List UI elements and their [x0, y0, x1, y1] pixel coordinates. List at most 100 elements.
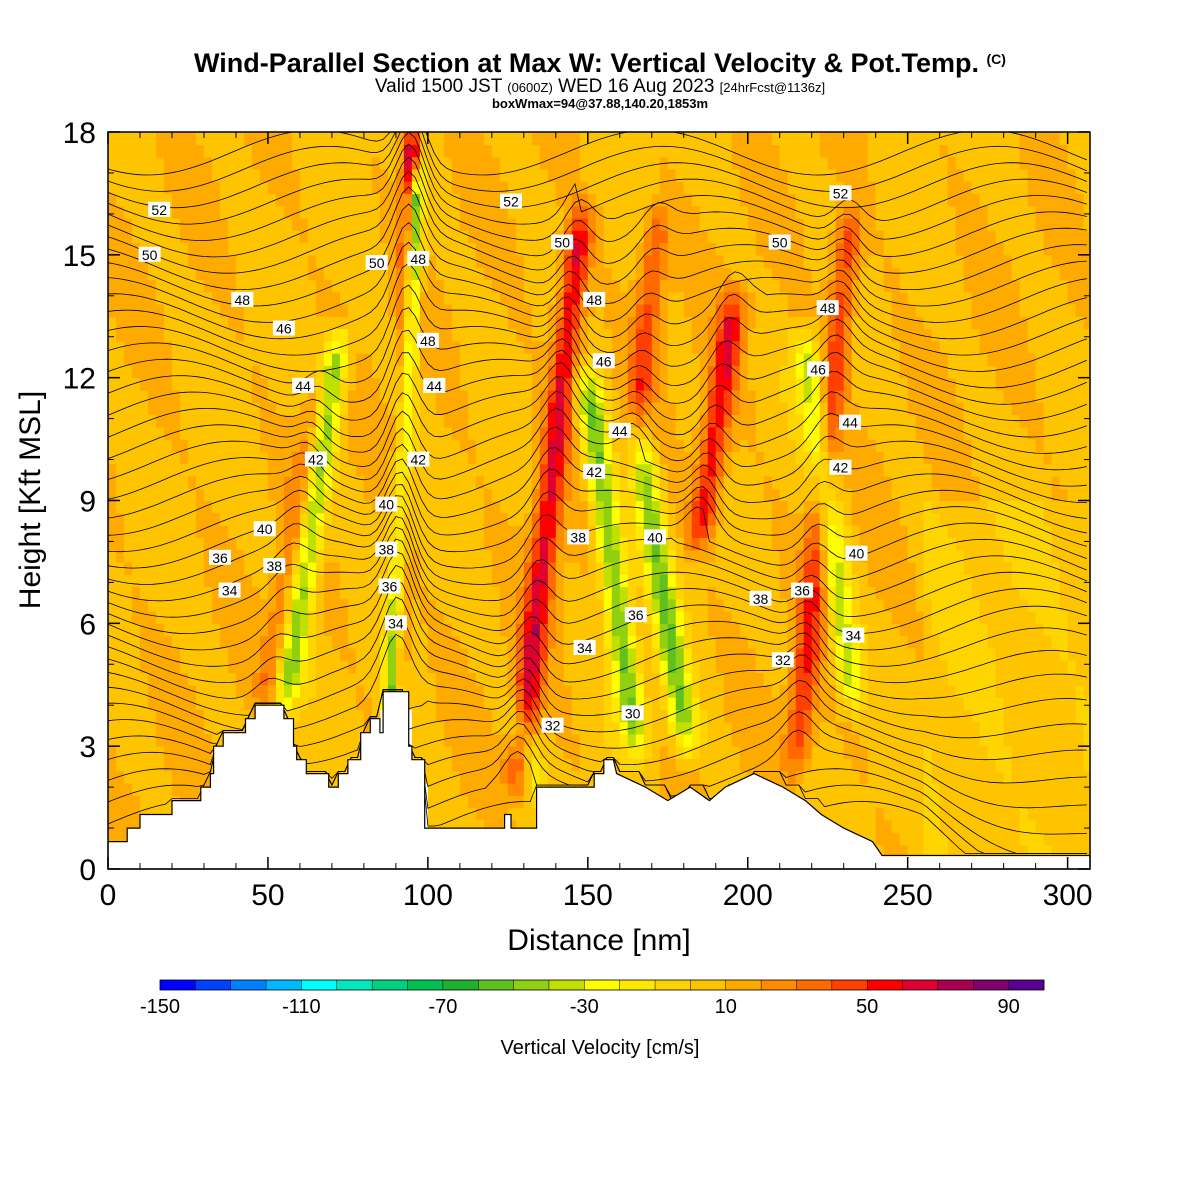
velocity-cell-3197	[571, 402, 581, 416]
velocity-cell-2089	[419, 488, 429, 502]
velocity-cell-4885	[819, 586, 829, 600]
velocity-cell-4924	[827, 807, 837, 821]
velocity-cell-2203	[435, 537, 445, 551]
velocity-cell-278	[139, 328, 149, 342]
velocity-cell-4315	[731, 144, 741, 158]
velocity-cell-1332	[299, 303, 309, 317]
velocity-cell-1656	[347, 303, 357, 317]
velocity-cell-430	[163, 561, 173, 575]
velocity-cell-176	[123, 156, 133, 170]
velocity-cell-3058	[555, 758, 565, 772]
velocity-cell-4154	[715, 770, 725, 784]
velocity-cell-384	[155, 426, 165, 440]
velocity-cell-1500	[323, 230, 333, 244]
velocity-cell-565	[179, 279, 189, 293]
velocity-cell-1507	[323, 144, 333, 158]
velocity-cell-2794	[515, 525, 525, 538]
velocity-cell-3744	[651, 340, 661, 354]
velocity-cell-567	[179, 254, 189, 268]
velocity-cell-3983	[683, 144, 693, 158]
velocity-cell-4129	[707, 389, 717, 403]
velocity-cell-1300	[299, 697, 309, 710]
velocity-cell-599	[187, 549, 197, 563]
velocity-cell-4592	[779, 758, 789, 772]
velocity-cell-2165	[427, 279, 437, 293]
velocity-cell-3372	[595, 267, 605, 280]
velocity-cell-2630	[491, 365, 501, 379]
velocity-cell-4549	[771, 611, 781, 624]
velocity-cell-2809	[515, 340, 525, 354]
velocity-cell-2517	[475, 303, 485, 317]
velocity-cell-142	[123, 574, 133, 588]
velocity-cell-183	[131, 795, 141, 809]
velocity-cell-4124	[707, 451, 717, 465]
velocity-cell-1227	[283, 303, 293, 317]
velocity-cell-1859	[379, 279, 389, 293]
velocity-cell-2009	[403, 168, 413, 182]
velocity-cell-1693	[355, 500, 365, 514]
velocity-cell-4256	[723, 193, 733, 207]
velocity-cell-2545	[483, 684, 493, 698]
velocity-cell-1636	[347, 549, 357, 563]
velocity-cell-1631	[347, 611, 357, 624]
velocity-cell-135	[123, 660, 133, 674]
velocity-cell-108	[116, 267, 125, 280]
velocity-cell-1996	[403, 328, 413, 342]
velocity-cell-367	[155, 635, 165, 649]
velocity-cell-321	[147, 500, 157, 514]
velocity-cell-303	[147, 721, 157, 735]
velocity-cell-1333	[299, 291, 309, 305]
velocity-cell-113	[116, 205, 125, 219]
velocity-cell-1189	[275, 156, 285, 170]
velocity-cell-1477	[323, 512, 333, 526]
velocity-cell-1335	[299, 267, 309, 280]
velocity-cell-2979	[539, 377, 549, 391]
velocity-cell-1627	[347, 660, 357, 674]
velocity-cell-4206	[715, 132, 725, 145]
velocity-cell-1951	[395, 303, 405, 317]
velocity-cell-3887	[675, 635, 685, 649]
velocity-cell-2543	[483, 709, 493, 723]
velocity-cell-1614	[339, 168, 349, 182]
velocity-cell-4745	[795, 230, 805, 244]
velocity-cell-32	[108, 463, 117, 477]
velocity-cell-1721	[355, 156, 365, 170]
velocity-cell-4464	[755, 328, 765, 342]
velocity-cell-2327	[451, 463, 461, 477]
velocity-cell-69	[116, 746, 125, 760]
velocity-cell-4177	[715, 488, 725, 502]
velocity-cell-3319	[587, 254, 597, 268]
velocity-cell-4086	[699, 230, 709, 244]
velocity-cell-1236	[283, 193, 293, 207]
velocity-cell-2082	[419, 574, 429, 588]
velocity-cell-3369	[595, 303, 605, 317]
velocity-cell-4367	[739, 181, 749, 195]
velocity-cell-2689	[499, 365, 509, 379]
velocity-cell-2884	[523, 144, 533, 158]
velocity-cell-3182	[571, 586, 581, 600]
velocity-cell-4883	[819, 611, 829, 624]
velocity-cell-2911	[531, 537, 541, 551]
velocity-cell-2604	[491, 684, 501, 698]
velocity-cell-2185	[435, 758, 445, 772]
velocity-cell-770	[211, 451, 221, 465]
velocity-cell-3757	[651, 181, 661, 195]
velocity-cell-3079	[555, 500, 565, 514]
velocity-cell-3663	[643, 660, 653, 674]
velocity-cell-481	[171, 623, 181, 637]
velocity-cell-3620	[635, 512, 645, 526]
velocity-cell-4791	[803, 353, 813, 366]
velocity-cell-3032	[547, 402, 557, 416]
velocity-cell-1494	[323, 303, 333, 317]
velocity-cell-4806	[803, 168, 813, 182]
velocity-cell-2144	[427, 537, 437, 551]
velocity-cell-4837	[811, 475, 821, 489]
velocity-cell-2814	[515, 279, 525, 293]
velocity-cell-3557	[627, 623, 637, 637]
velocity-cell-2502	[475, 488, 485, 502]
velocity-cell-2750	[507, 340, 517, 354]
velocity-cell-273	[139, 389, 149, 403]
velocity-cell-4101	[707, 733, 717, 747]
velocity-cell-719	[203, 439, 213, 452]
velocity-cell-4006	[691, 537, 701, 551]
